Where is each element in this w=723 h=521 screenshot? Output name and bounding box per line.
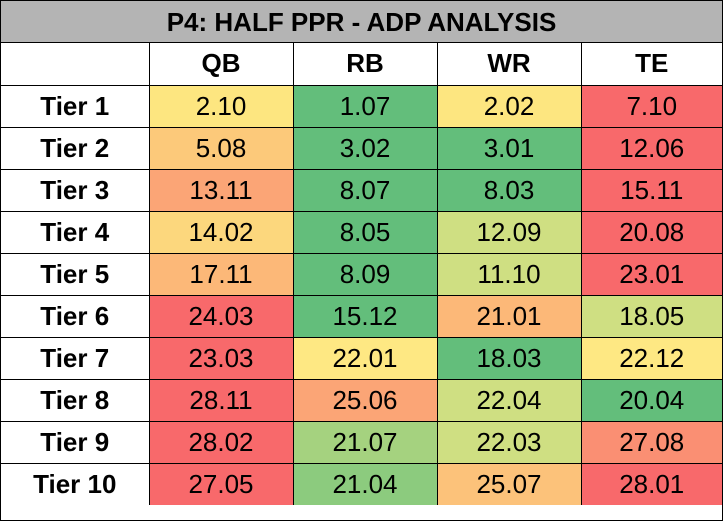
table-title: P4: HALF PPR - ADP ANALYSIS	[1, 1, 722, 43]
heatmap-cell: 11.10	[436, 252, 582, 296]
heatmap-cell: 3.01	[436, 126, 582, 170]
heatmap-cell: 8.07	[292, 168, 438, 212]
table-row: Tier 10 27.05 21.04 25.07 28.01	[1, 462, 722, 505]
row-header: Tier 10	[1, 462, 150, 505]
column-header-qb: QB	[148, 43, 294, 86]
heatmap-cell: 1.07	[292, 84, 438, 128]
heatmap-cell: 21.04	[292, 462, 438, 505]
table-row: Tier 2 5.08 3.02 3.01 12.06	[1, 126, 722, 170]
heatmap-cell: 18.03	[436, 336, 582, 380]
heatmap-cell: 27.05	[148, 462, 294, 505]
heatmap-cell: 12.06	[580, 126, 722, 170]
heatmap-cell: 24.03	[148, 294, 294, 338]
heatmap-cell: 8.05	[292, 210, 438, 254]
heatmap-cell: 23.03	[148, 336, 294, 380]
heatmap-cell: 2.10	[148, 84, 294, 128]
heatmap-cell: 7.10	[580, 84, 722, 128]
heatmap-cell: 25.06	[292, 378, 438, 422]
heatmap-cell: 14.02	[148, 210, 294, 254]
row-header: Tier 8	[1, 378, 150, 422]
heatmap-cell: 15.11	[580, 168, 722, 212]
heatmap-cell: 25.07	[436, 462, 582, 505]
heatmap-cell: 17.11	[148, 252, 294, 296]
corner-cell	[1, 43, 150, 86]
row-header: Tier 4	[1, 210, 150, 254]
table-row: Tier 4 14.02 8.05 12.09 20.08	[1, 210, 722, 254]
table-row: Tier 3 13.11 8.07 8.03 15.11	[1, 168, 722, 212]
column-header-wr: WR	[436, 43, 582, 86]
column-header-te: TE	[580, 43, 722, 86]
heatmap-cell: 28.01	[580, 462, 722, 505]
heatmap-cell: 23.01	[580, 252, 722, 296]
table-row: Tier 9 28.02 21.07 22.03 27.08	[1, 420, 722, 464]
column-header-rb: RB	[292, 43, 438, 86]
heatmap-body: Tier 1 2.10 1.07 2.02 7.10 Tier 2 5.08 3.02 3.01…	[1, 84, 722, 505]
table-row: Tier 8 28.11 25.06 22.04 20.04	[1, 378, 722, 422]
table-row: Tier 5 17.11 8.09 11.10 23.01	[1, 252, 722, 296]
heatmap-cell: 22.12	[580, 336, 722, 380]
heatmap-cell: 8.09	[292, 252, 438, 296]
heatmap-cell: 3.02	[292, 126, 438, 170]
row-header: Tier 1	[1, 84, 150, 128]
table-row: Tier 1 2.10 1.07 2.02 7.10	[1, 84, 722, 128]
heatmap-cell: 8.03	[436, 168, 582, 212]
heatmap-cell: 20.08	[580, 210, 722, 254]
row-header: Tier 5	[1, 252, 150, 296]
column-header-row: QB RB WR TE	[1, 43, 722, 86]
table-row: Tier 7 23.03 22.01 18.03 22.12	[1, 336, 722, 380]
row-header: Tier 2	[1, 126, 150, 170]
row-header: Tier 3	[1, 168, 150, 212]
heatmap-cell: 5.08	[148, 126, 294, 170]
heatmap-cell: 2.02	[436, 84, 582, 128]
row-header: Tier 9	[1, 420, 150, 464]
table-row: Tier 6 24.03 15.12 21.01 18.05	[1, 294, 722, 338]
heatmap-cell: 12.09	[436, 210, 582, 254]
heatmap-cell: 28.11	[148, 378, 294, 422]
heatmap-cell: 13.11	[148, 168, 294, 212]
heatmap-cell: 22.03	[436, 420, 582, 464]
row-header: Tier 6	[1, 294, 150, 338]
heatmap-grid: QB RB WR TE Tier 1 2.10 1.07 2.02 7.10 Tier 2…	[1, 43, 722, 505]
row-header: Tier 7	[1, 336, 150, 380]
heatmap-cell: 21.07	[292, 420, 438, 464]
heatmap-cell: 20.04	[580, 378, 722, 422]
heatmap-cell: 27.08	[580, 420, 722, 464]
heatmap-cell: 21.01	[436, 294, 582, 338]
heatmap-cell: 28.02	[148, 420, 294, 464]
heatmap-cell: 22.01	[292, 336, 438, 380]
heatmap-cell: 15.12	[292, 294, 438, 338]
heatmap-cell: 22.04	[436, 378, 582, 422]
heatmap-cell: 18.05	[580, 294, 722, 338]
